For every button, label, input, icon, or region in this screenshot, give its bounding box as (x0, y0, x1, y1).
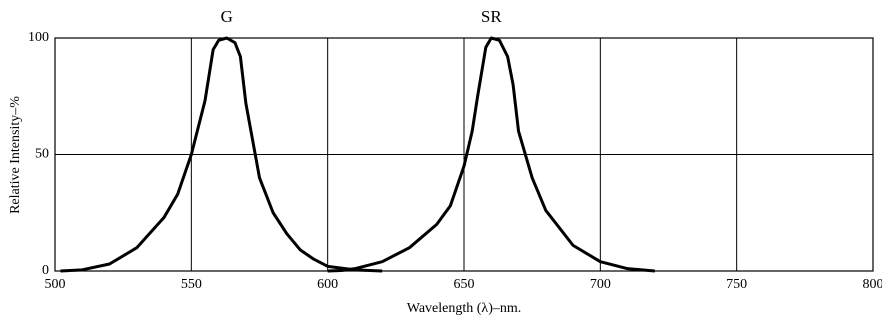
y-tick-label: 0 (42, 263, 49, 278)
x-axis-label: Wavelength (λ)–nm. (407, 301, 522, 316)
series-line (327, 36, 655, 273)
x-tick-label: 750 (726, 277, 747, 292)
x-tick-label: 550 (181, 277, 202, 292)
series-label: SR (481, 7, 502, 26)
series-label: G (221, 7, 233, 26)
y-tick-label: 50 (35, 147, 49, 162)
y-tick-label: 100 (28, 30, 49, 45)
x-tick-label: 700 (590, 277, 611, 292)
y-axis-label: Relative Intensity–% (8, 96, 23, 214)
x-tick-label: 650 (454, 277, 475, 292)
x-tick-label: 800 (863, 277, 882, 292)
x-tick-label: 500 (45, 277, 66, 292)
series-line (60, 36, 383, 273)
x-tick-label: 600 (317, 277, 338, 292)
